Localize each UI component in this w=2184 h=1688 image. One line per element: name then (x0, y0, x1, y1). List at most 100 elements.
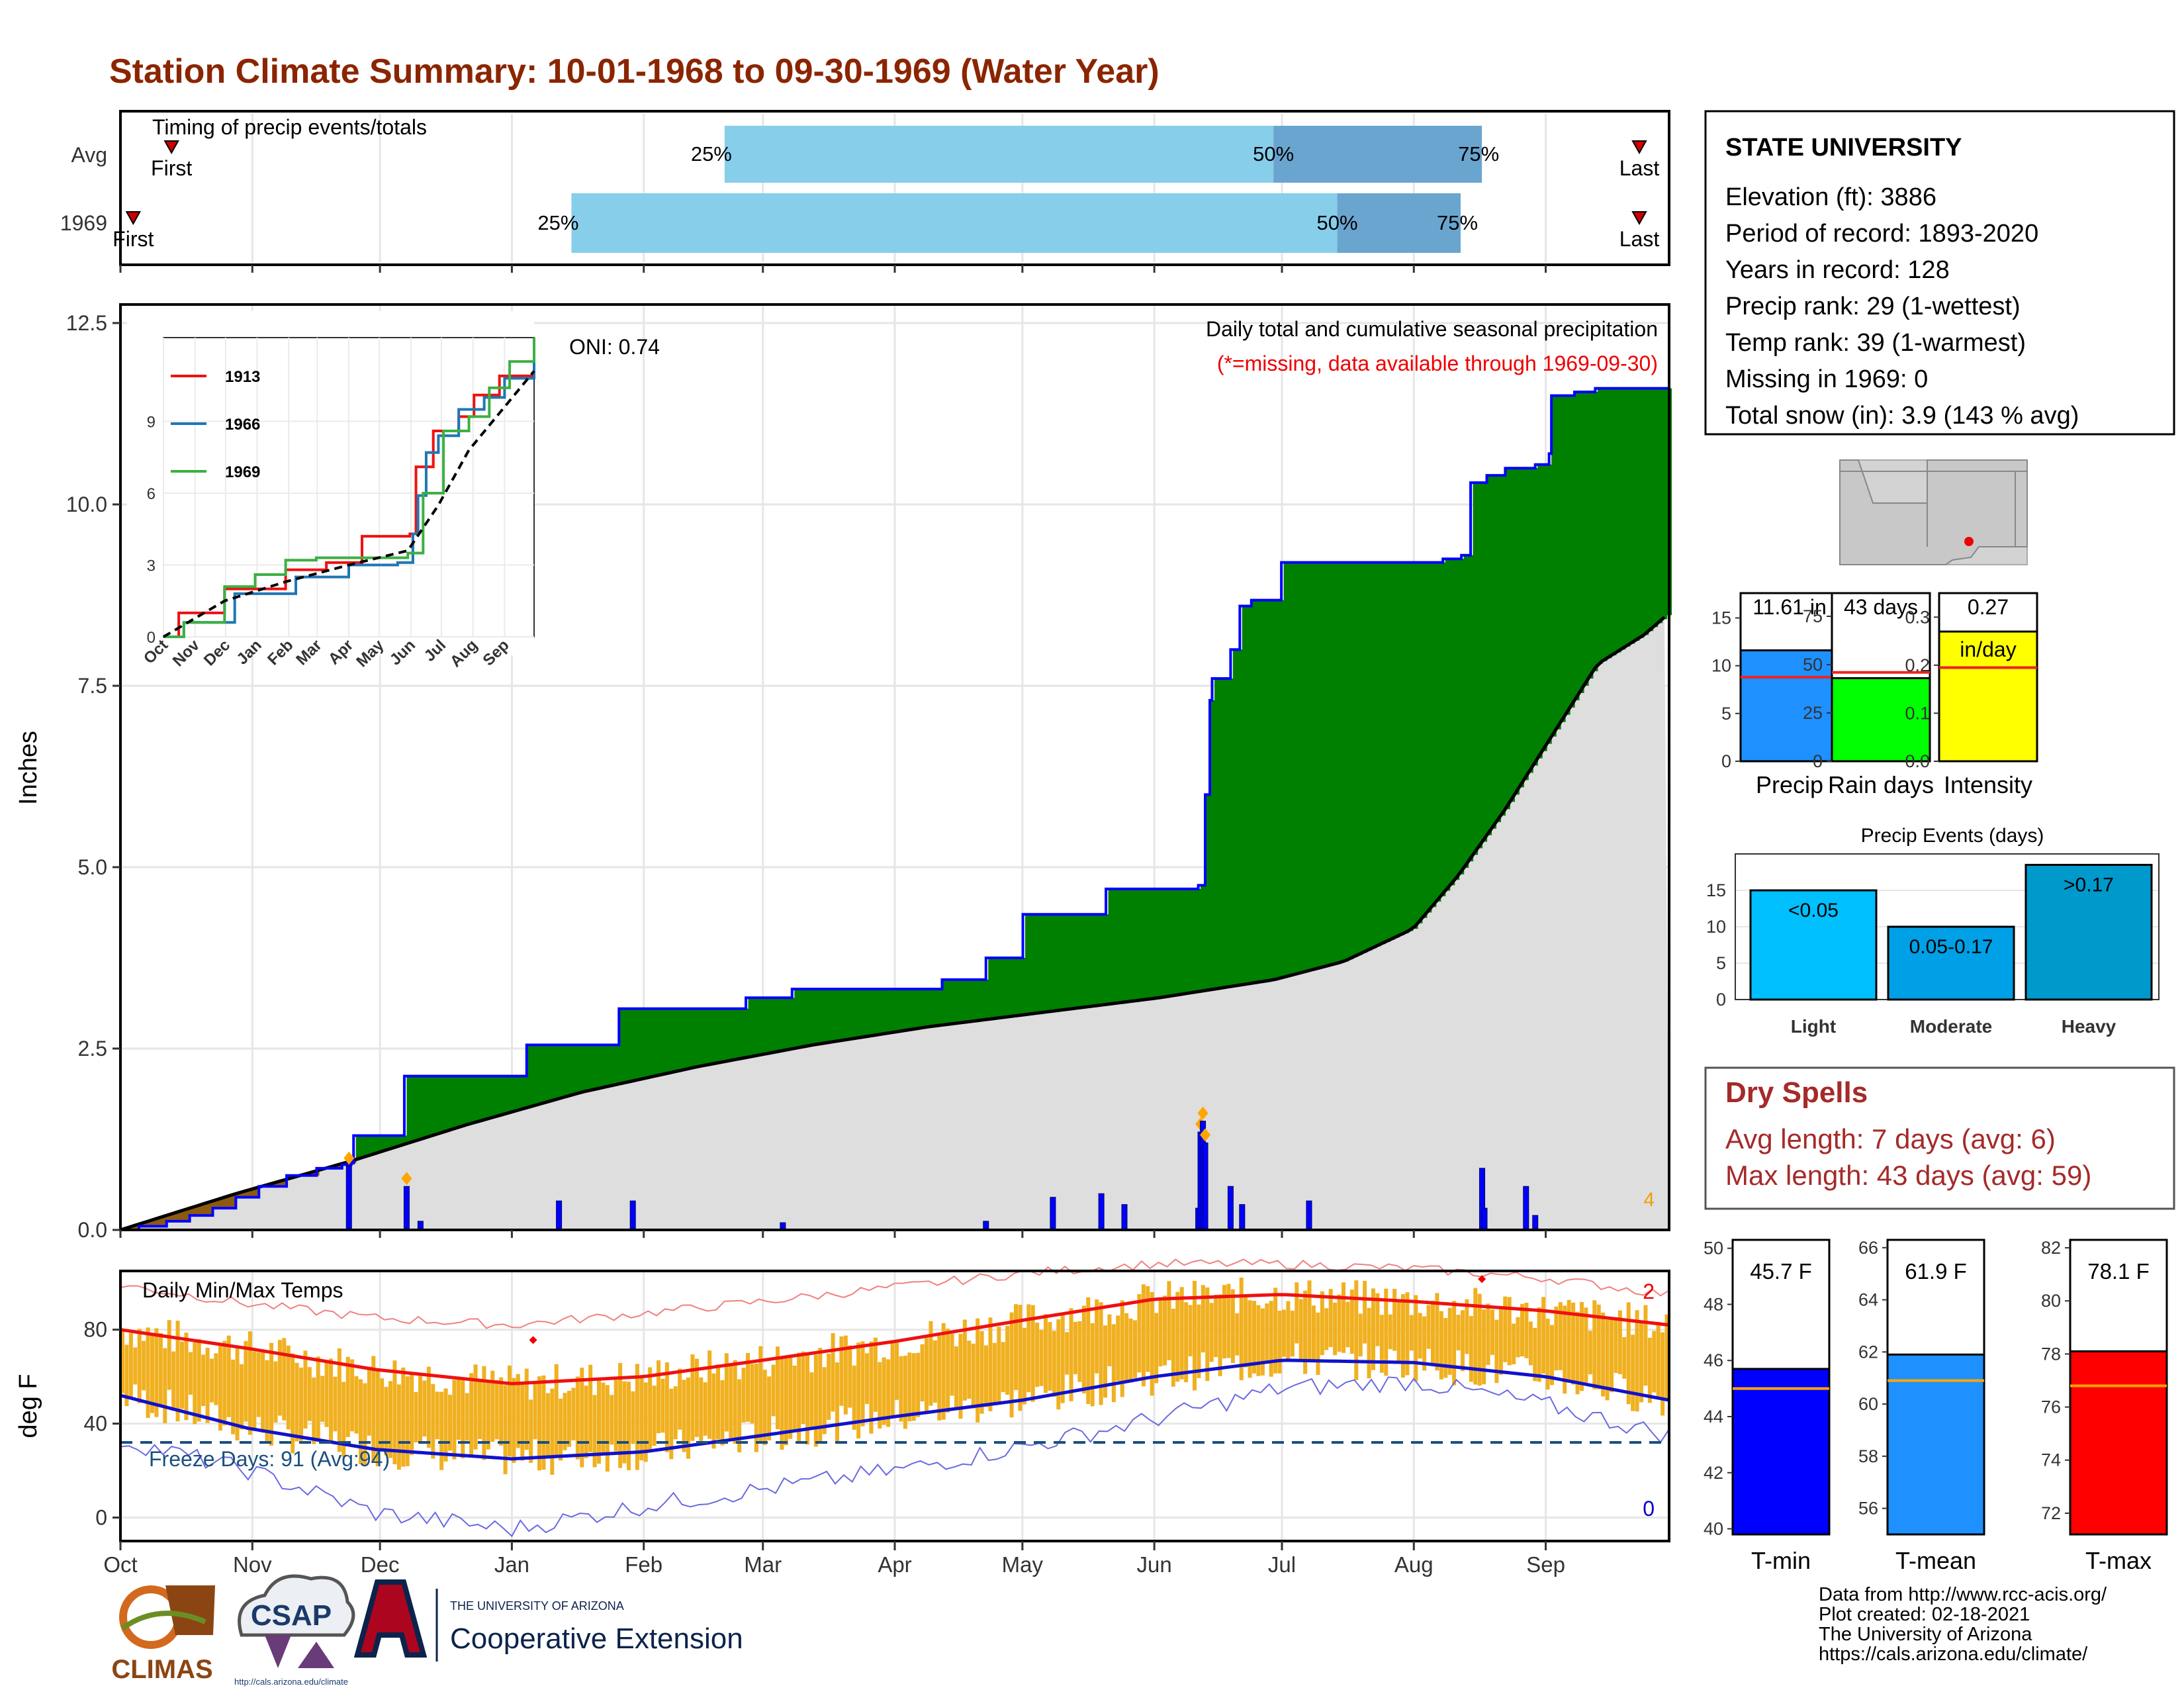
record-high-count: 2 (1643, 1280, 1655, 1303)
map-state-outline (1839, 459, 2028, 565)
precip-surplus-segment (1210, 700, 1215, 990)
climas-wordmark: CLIMAS (111, 1655, 212, 1684)
daily-temp-range-bar (937, 1335, 942, 1421)
daily-temp-range-bar (950, 1333, 954, 1396)
csap-mountain-icon (265, 1635, 334, 1668)
daily-temp-range-bar (1222, 1285, 1226, 1359)
daily-temp-range-bar (508, 1365, 512, 1457)
precip-surplus-segment (360, 1135, 366, 1158)
daily-temp-range-bar (333, 1376, 338, 1432)
daily-temp-range-bar (1426, 1305, 1431, 1349)
daily-temp-range-bar (299, 1368, 303, 1441)
precip-deficit-segment (236, 1194, 241, 1197)
month-tick-label: Mar (744, 1552, 782, 1577)
precip-surplus-segment (1103, 914, 1109, 1005)
daily-temp-range-bar (252, 1351, 257, 1430)
credit-line-4: https://cals.arizona.edu/climate/ (1819, 1644, 2088, 1665)
timing-p50-label: 50% (1317, 211, 1358, 234)
precip-surplus-segment (1615, 388, 1621, 653)
precip-surplus-segment (1629, 388, 1635, 644)
daily-temp-range-bar (384, 1387, 388, 1456)
daily-temp-range-bar (494, 1380, 499, 1440)
daily-temp-range-bar (1465, 1299, 1469, 1354)
precip-surplus-segment (1390, 562, 1395, 940)
daily-temp-range-bar (1205, 1287, 1210, 1382)
precip-surplus-segment (591, 1045, 596, 1090)
precip-chart-title: Daily total and cumulative seasonal prec… (1206, 317, 1658, 341)
precip-surplus-segment (1159, 888, 1164, 998)
credit-line-1: Data from http://www.rcc-acis.org/ (1819, 1584, 2107, 1605)
daily-temp-range-bar (1035, 1323, 1040, 1387)
daily-temp-range-bar (865, 1353, 869, 1404)
precip-deficit-segment (134, 1225, 140, 1230)
daily-temp-range-bar (1661, 1332, 1665, 1416)
precip-surplus-segment (1357, 562, 1363, 955)
precip-surplus-segment (614, 1045, 619, 1086)
daily-temp-range-bar (673, 1386, 678, 1440)
daily-temp-range-bar (1461, 1310, 1465, 1372)
precip-surplus-segment (1108, 888, 1114, 1004)
daily-temp-range-bar (1048, 1322, 1052, 1391)
precip-surplus-segment (813, 989, 818, 1045)
daily-temp-range-bar (1052, 1331, 1056, 1397)
daily-temp-range-bar (1209, 1303, 1214, 1362)
precip-surplus-segment (1131, 888, 1137, 1002)
daily-precip-bar (403, 1186, 410, 1231)
daily-temp-range-bar (694, 1358, 699, 1437)
daily-temp-range-bar (222, 1340, 227, 1426)
record-low-count: 0 (1643, 1497, 1655, 1521)
daily-temp-range-bar (643, 1382, 648, 1462)
daily-temp-range-bar (120, 1330, 124, 1393)
month-tick-label: May (1002, 1552, 1044, 1577)
station-detail-line: Period of record: 1893-2020 (1725, 220, 2038, 248)
ua-extension-text: Cooperative Extension (450, 1622, 743, 1655)
extreme-count: 4 (1643, 1189, 1655, 1211)
precip-surplus-segment (660, 1008, 666, 1075)
precip-surplus-segment (692, 1008, 698, 1068)
precip-surplus-segment (683, 1008, 689, 1070)
daily-temp-range-bar (226, 1335, 231, 1417)
precip-event-bar-inner: <0.05 (1788, 900, 1839, 921)
daily-temp-range-bar (1188, 1305, 1193, 1357)
precip-deficit-segment (148, 1221, 154, 1227)
daily-temp-range-bar (1201, 1285, 1205, 1353)
precip-surplus-segment (1648, 388, 1654, 632)
precip-deficit-segment (129, 1227, 135, 1230)
daily-temp-range-bar (1354, 1280, 1359, 1380)
daily-temp-range-bar (588, 1364, 593, 1452)
precip-surplus-segment (1080, 914, 1086, 1008)
daily-temp-range-bar (307, 1367, 312, 1421)
precip-surplus-segment (1537, 464, 1543, 759)
daily-temp-range-bar (1643, 1305, 1648, 1386)
precip-surplus-segment (1597, 388, 1603, 665)
precip-surplus-segment (600, 1045, 606, 1088)
precip-surplus-segment (849, 989, 855, 1039)
precip-surplus-segment (1126, 888, 1132, 1002)
temp-bar-ytick-label: 60 (1858, 1394, 1878, 1414)
daily-temp-range-bar (214, 1353, 218, 1405)
precip-surplus-segment (785, 998, 790, 1051)
precip-surplus-segment (1306, 562, 1312, 972)
precip-surplus-segment (1034, 914, 1040, 1013)
daily-temp-range-bar (286, 1345, 291, 1430)
daily-temp-range-bar (1018, 1305, 1023, 1411)
daily-temp-range-bar (329, 1358, 333, 1443)
summary-bar-ytick-label: 0 (1721, 751, 1731, 771)
temperature-summary-bars: 45.7 F 40 42 44 46 48 50 T-min 61.9 F 56 58 60 62 64 6… (1704, 1238, 2168, 1574)
daily-temp-range-bar (1286, 1301, 1291, 1360)
normal-cumulative-line (120, 616, 1666, 1232)
daily-temp-range-bar (997, 1327, 1001, 1402)
precip-surplus-segment (711, 1008, 717, 1064)
precip-surplus-segment (1205, 794, 1210, 991)
precip-surplus-segment (974, 979, 979, 1021)
precip-surplus-segment (729, 1008, 735, 1061)
daily-temp-range-bar (1371, 1288, 1375, 1370)
daily-temp-range-bar (911, 1353, 916, 1421)
daily-temp-range-bar (277, 1340, 282, 1416)
daily-temp-range-bar (1146, 1286, 1150, 1372)
daily-temp-range-bar (158, 1333, 163, 1406)
summary-bar-label: Rain days (1828, 771, 1934, 798)
precip-surplus-segment (1283, 562, 1289, 978)
precip-surplus-segment (688, 1008, 694, 1069)
daily-temp-range-bar (657, 1360, 660, 1434)
